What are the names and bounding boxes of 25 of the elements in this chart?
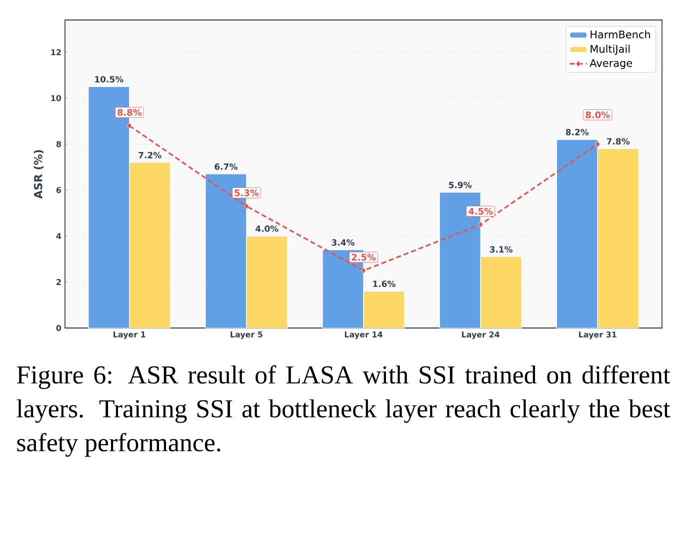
data-label: 8.8% [117, 108, 142, 116]
point [478, 221, 484, 228]
data-label: 1.6% [373, 280, 396, 288]
legend-label: Average [590, 59, 632, 69]
point [360, 267, 366, 274]
data-label: 7.8% [606, 138, 630, 145]
data-label: 3.1% [490, 246, 513, 253]
data-label: 5.9% [448, 182, 472, 188]
data-label: 8.0% [586, 111, 610, 118]
data-label: 4.0% [256, 225, 278, 232]
data-label: 4.5% [468, 208, 493, 215]
y-axis-title: ASR (%) [34, 150, 44, 199]
legend-label: MultiJail [590, 44, 630, 55]
data-label: 6.7% [214, 163, 238, 170]
caption: Figure 6: ASR result of LASA with SSI trained on different layers. Training SSI at bottleneck layer reach clearly the best safety performance. [16, 365, 670, 457]
point [244, 202, 250, 210]
data-label: 8.2% [566, 128, 589, 136]
data-label: 3.4% [332, 239, 354, 246]
data-label: 7.2% [138, 152, 162, 158]
data-label: 2.5% [352, 254, 376, 261]
point [126, 122, 132, 130]
data-label: 5.3% [234, 189, 259, 196]
data-label: 10.5% [95, 76, 124, 82]
legend-label: HarmBench [590, 30, 650, 38]
point [594, 140, 600, 148]
